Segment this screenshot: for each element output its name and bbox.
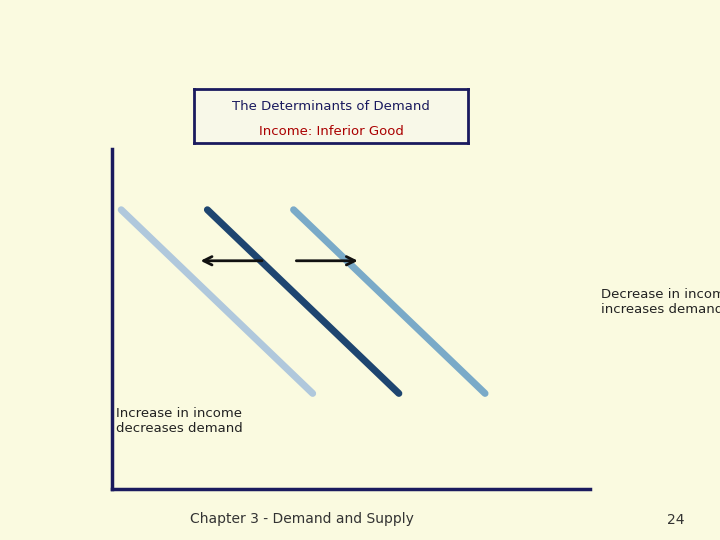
- Text: Chapter 3 - Demand and Supply: Chapter 3 - Demand and Supply: [191, 512, 414, 526]
- Text: 24: 24: [667, 512, 684, 526]
- Text: The Determinants of Demand: The Determinants of Demand: [233, 100, 430, 113]
- Text: Income: Inferior Good: Income: Inferior Good: [258, 125, 404, 138]
- Text: Increase in income
decreases demand: Increase in income decreases demand: [117, 407, 243, 435]
- Text: Decrease in income
increases demand: Decrease in income increases demand: [601, 288, 720, 315]
